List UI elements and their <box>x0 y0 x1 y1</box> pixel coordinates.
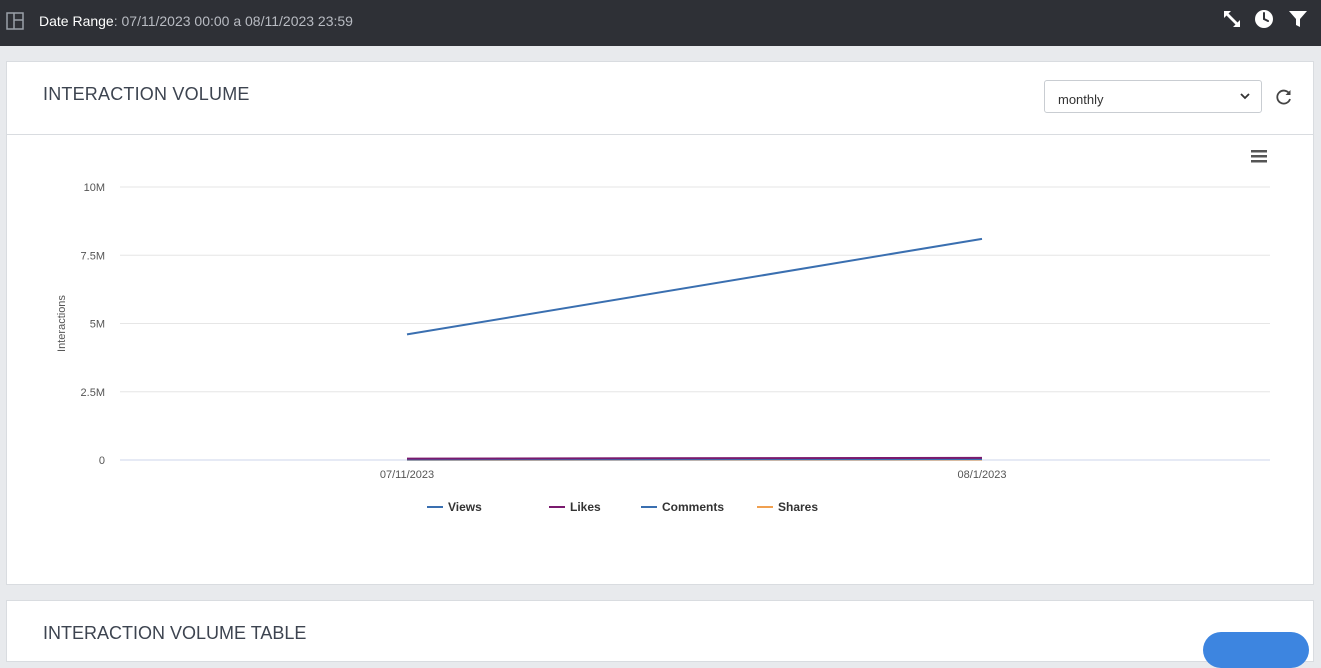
y-tick-label: 2.5M <box>81 387 105 399</box>
date-range: Date Range: 07/11/2023 00:00 a 08/11/202… <box>39 13 353 29</box>
legend-item-comments: Comments <box>662 500 724 514</box>
series-line-likes <box>407 458 982 459</box>
y-tick-label: 0 <box>99 455 105 467</box>
interaction-volume-table-card: INTERACTION VOLUME TABLE <box>6 600 1314 662</box>
date-range-value: : 07/11/2023 00:00 a 08/11/2023 23:59 <box>114 13 353 29</box>
layout-icon[interactable] <box>6 12 24 30</box>
table-panel-title: INTERACTION VOLUME TABLE <box>43 623 306 644</box>
top-bar: Date Range: 07/11/2023 00:00 a 08/11/202… <box>0 0 1321 46</box>
x-tick-label: 07/11/2023 <box>380 469 434 481</box>
series-line-views <box>407 239 982 335</box>
y-tick-label: 10M <box>84 182 105 194</box>
filter-icon[interactable] <box>1288 9 1308 29</box>
legend-item-likes: Likes <box>570 500 601 514</box>
y-tick-label: 5M <box>90 319 105 331</box>
date-range-label: Date Range <box>39 13 114 29</box>
y-axis-label: Interactions <box>56 295 68 352</box>
x-tick-label: 08/1/2023 <box>958 469 1007 481</box>
clock-icon[interactable] <box>1254 9 1274 29</box>
export-button[interactable] <box>1203 632 1309 668</box>
interaction-volume-chart: 0 2.5M 5M 7.5M 10M 07/11/2023 08/1/2023 Interac… <box>7 62 1313 582</box>
y-tick-label: 7.5M <box>81 250 105 262</box>
expand-icon[interactable] <box>1222 9 1242 29</box>
legend-item-shares: Shares <box>778 500 818 514</box>
legend-item-views: Views <box>448 500 482 514</box>
